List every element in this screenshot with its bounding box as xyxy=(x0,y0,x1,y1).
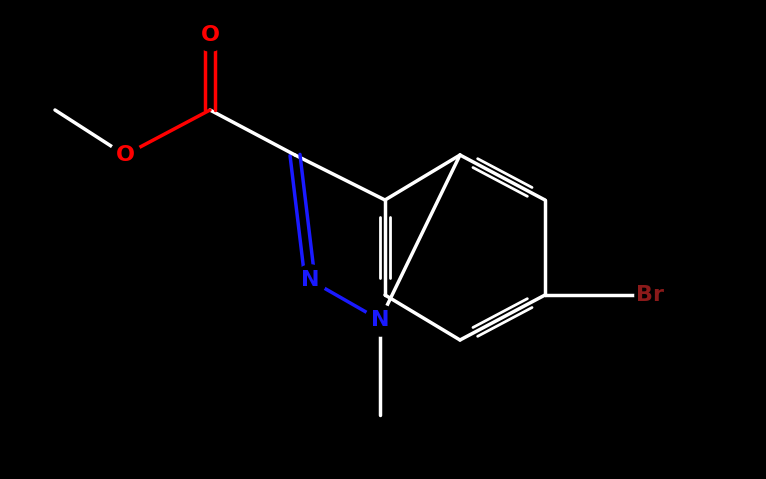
Text: Br: Br xyxy=(636,285,664,305)
Text: N: N xyxy=(301,270,319,290)
Text: N: N xyxy=(371,310,389,330)
Text: O: O xyxy=(116,145,135,165)
Text: O: O xyxy=(201,25,220,45)
